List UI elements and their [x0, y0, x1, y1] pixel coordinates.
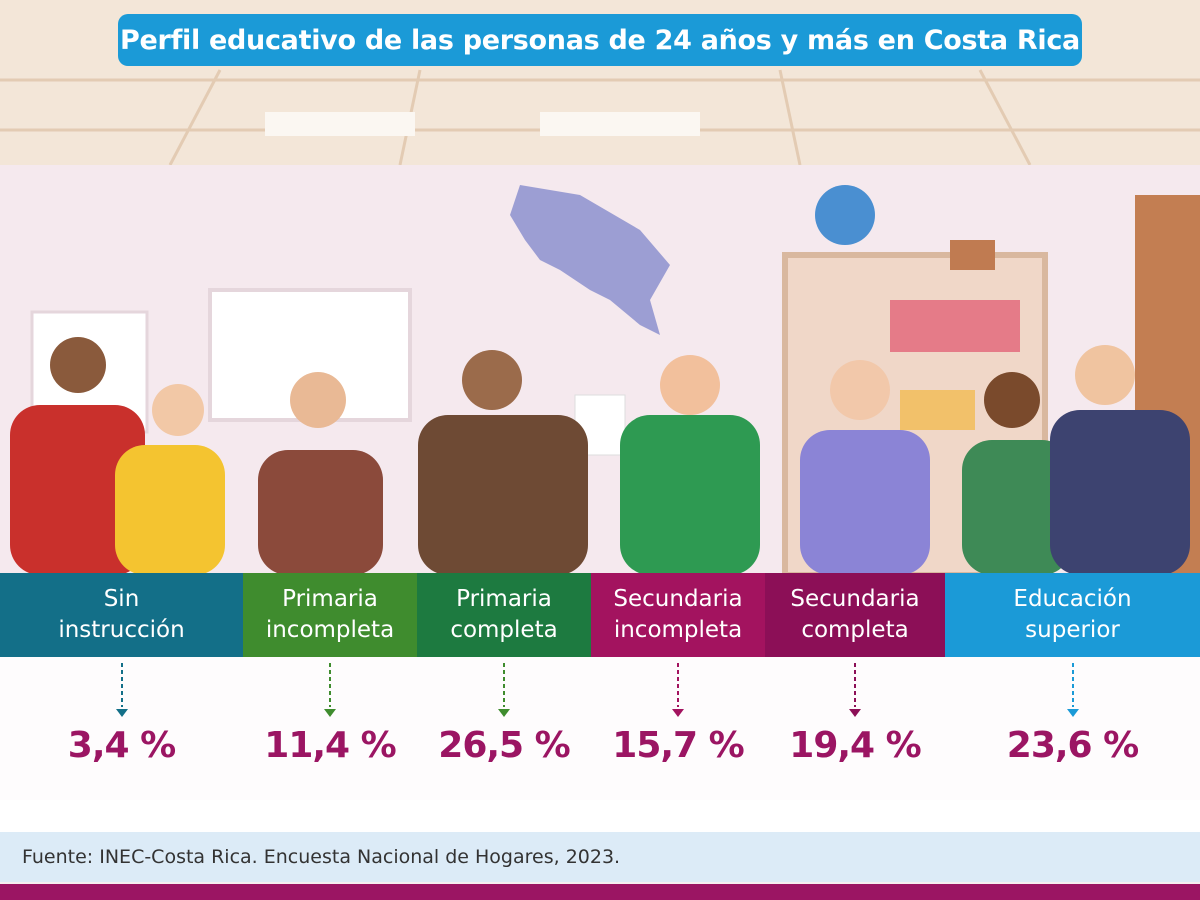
category-box: Primaria incompleta: [243, 573, 417, 657]
arrow: [498, 663, 510, 717]
category-label: Secundaria: [790, 586, 920, 612]
percentage-value: 15,7 %: [612, 725, 744, 766]
percentage-value: 11,4 %: [264, 725, 396, 766]
category-label: completa: [801, 617, 909, 643]
source-note: Fuente: INEC-Costa Rica. Encuesta Nacion…: [0, 832, 1200, 882]
percentage-value: 3,4 %: [67, 725, 176, 766]
category-label: Secundaria: [613, 586, 743, 612]
category-label: Sin: [103, 586, 140, 612]
percentage-value: 26,5 %: [438, 725, 570, 766]
category-label: incompleta: [613, 617, 743, 643]
category-box: Sin instrucción: [0, 573, 243, 657]
category-label: Primaria: [282, 586, 378, 612]
category-box: Secundaria incompleta: [591, 573, 765, 657]
percentage-value: 23,6 %: [1006, 725, 1139, 766]
title: Perfil educativo de las personas de 24 a…: [118, 14, 1082, 66]
category-label: instrucción: [58, 617, 185, 643]
category-label: incompleta: [265, 617, 395, 643]
category-box: Secundaria completa: [765, 573, 945, 657]
category-box: Primaria completa: [417, 573, 591, 657]
arrow: [115, 663, 128, 717]
percentage-value: 19,4 %: [789, 725, 921, 766]
arrow: [324, 663, 336, 717]
arrow: [1066, 663, 1079, 717]
category-box: Educación superior: [945, 573, 1200, 657]
bottom-stripe: [0, 884, 1200, 900]
category-label: Primaria: [456, 586, 552, 612]
category-label: superior: [1025, 617, 1120, 643]
category-label: Educación: [1013, 586, 1132, 612]
category-label: completa: [450, 617, 558, 643]
arrow: [849, 663, 861, 717]
arrow: [672, 663, 684, 717]
